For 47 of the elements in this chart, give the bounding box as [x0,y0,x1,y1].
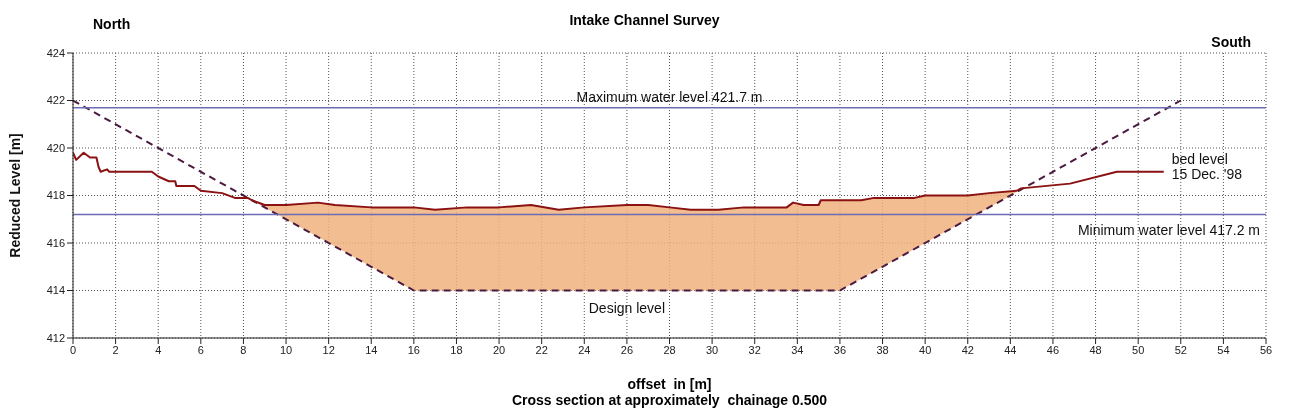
x-tick-label: 12 [322,343,335,356]
x-tick-label: 10 [279,343,293,356]
x-tick-label: 14 [365,343,378,356]
x-tick-label: 22 [535,343,548,356]
x-tick-label: 30 [705,343,719,356]
y-tick-label: 414 [46,284,65,297]
x-tick-label: 16 [407,343,420,356]
x-tick-label: 46 [1046,343,1060,356]
x-tick-label: 24 [578,343,591,356]
y-tick-label: 416 [46,236,65,249]
x-tick-label: 40 [919,343,932,356]
x-tick-label: 20 [492,343,506,356]
x-tick-label: 56 [1259,343,1273,356]
y-axis-title: Reduced Level [m] [6,133,23,258]
x-tick-label: 38 [876,343,889,356]
y-tick-label: 422 [46,94,65,107]
ref-line-label: Minimum water level 417.2 m [1077,221,1260,238]
series-label: Design level [588,299,666,316]
x-tick-label: 26 [620,343,634,356]
x-tick-label: 42 [961,343,974,356]
x-axis-title: offset in [m] [626,376,713,392]
x-tick-label: 4 [155,343,162,356]
series-label: bed level 15 Dec. '98 [1171,150,1243,182]
x-tick-label: 0 [69,343,77,356]
x-tick-label: 36 [833,343,847,356]
chart-title: Intake Channel Survey [569,12,720,28]
x-tick-label: 28 [663,343,676,356]
x-tick-label: 8 [240,343,247,356]
x-tick-label: 44 [1004,343,1017,356]
x-tick-label: 34 [791,343,804,356]
ref-line-label: Maximum water level 421.7 m [576,88,763,105]
text: Cross section at approximately chainage 0.500 [510,392,829,408]
y-tick-label: 420 [46,141,65,154]
y-tick-label: 412 [46,331,65,344]
y-tick-label: 424 [46,46,65,59]
y-tick-label: 418 [46,189,65,202]
line-series [73,151,1165,211]
x-tick-label: 2 [112,343,119,356]
x-tick-label: 50 [1132,343,1145,356]
x-tick-label: 6 [197,343,204,356]
x-tick-label: 18 [450,343,463,356]
x-tick-label: 32 [748,343,761,356]
x-tick-label: 48 [1089,343,1102,356]
text: North [93,16,131,32]
x-tick-label: 52 [1174,343,1187,356]
text: South [1211,34,1251,50]
x-tick-label: 54 [1217,343,1230,356]
